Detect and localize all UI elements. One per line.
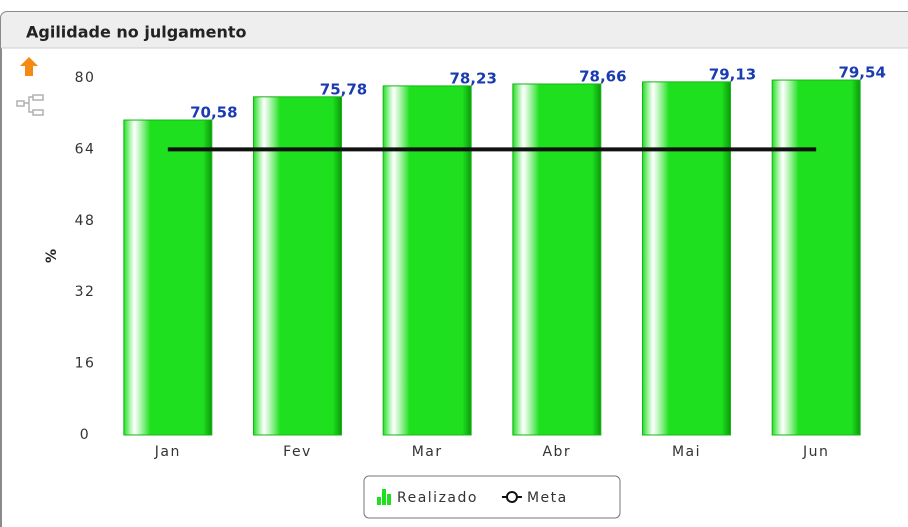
bar — [771, 79, 861, 436]
legend: Realizado Meta — [363, 475, 621, 519]
legend-label: Meta — [527, 490, 568, 506]
x-tick-label: Mar — [412, 444, 443, 460]
value-label: 78,23 — [449, 69, 496, 87]
hierarchy-icon[interactable] — [16, 94, 44, 116]
y-tick-label: 64 — [75, 141, 96, 157]
legend-item: Meta — [501, 490, 568, 506]
legend-icon — [377, 497, 381, 505]
x-tick-label: Abr — [542, 444, 571, 460]
x-tick-label: Mai — [672, 444, 701, 460]
value-label: 70,58 — [190, 104, 237, 122]
x-tick-label: Jun — [802, 444, 829, 460]
bar — [512, 83, 602, 436]
legend-label: Realizado — [397, 490, 478, 506]
chart-title: Agilidade no julgamento — [26, 23, 247, 42]
x-tick-label: Fev — [283, 444, 312, 460]
y-tick-label: 48 — [75, 213, 96, 229]
value-label: 78,66 — [579, 67, 626, 85]
value-label: 75,78 — [320, 80, 367, 98]
drill-up-icon[interactable] — [20, 57, 38, 76]
y-tick-label: 80 — [75, 70, 96, 86]
value-label: 79,54 — [838, 64, 885, 82]
y-tick-label: 0 — [80, 427, 90, 443]
panel-header — [1, 12, 908, 48]
bar — [123, 119, 213, 436]
legend-box — [363, 475, 621, 519]
legend-icon — [387, 494, 391, 505]
y-axis-label: % — [44, 249, 60, 263]
y-tick-label: 32 — [75, 284, 96, 300]
bar — [253, 96, 342, 436]
bar — [382, 85, 472, 436]
x-tick-label: Jan — [154, 444, 181, 460]
y-tick-label: 16 — [75, 356, 96, 372]
value-label: 79,13 — [709, 65, 756, 83]
legend-item: Realizado — [377, 489, 478, 506]
legend-icon — [382, 489, 386, 505]
legend-icon — [505, 491, 518, 503]
bar — [642, 81, 731, 436]
